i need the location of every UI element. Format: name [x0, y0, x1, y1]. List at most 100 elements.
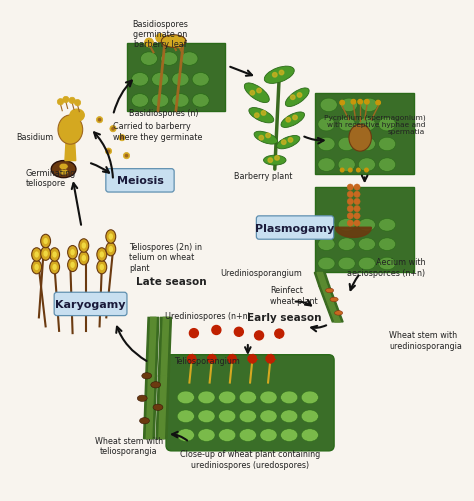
Circle shape — [234, 328, 243, 337]
Circle shape — [347, 213, 354, 219]
Ellipse shape — [198, 391, 215, 404]
Ellipse shape — [338, 258, 355, 270]
Circle shape — [266, 355, 275, 364]
Text: Barberry plant: Barberry plant — [234, 172, 293, 181]
Circle shape — [126, 155, 128, 157]
Circle shape — [112, 128, 114, 131]
Circle shape — [190, 329, 199, 338]
Circle shape — [358, 100, 363, 105]
Ellipse shape — [177, 410, 194, 423]
FancyBboxPatch shape — [256, 216, 334, 240]
Ellipse shape — [131, 95, 148, 108]
Circle shape — [63, 97, 69, 103]
Ellipse shape — [137, 395, 147, 402]
Text: Meiosis: Meiosis — [117, 176, 164, 186]
Text: Teliospores (2n) in
telium on wheat
plant: Teliospores (2n) in telium on wheat plan… — [129, 242, 202, 272]
Ellipse shape — [152, 95, 169, 108]
Polygon shape — [336, 228, 372, 238]
Ellipse shape — [142, 373, 152, 379]
Ellipse shape — [249, 108, 274, 124]
Ellipse shape — [109, 246, 113, 253]
Circle shape — [347, 192, 354, 198]
Ellipse shape — [301, 410, 319, 423]
Circle shape — [275, 330, 284, 338]
Polygon shape — [317, 273, 327, 287]
Polygon shape — [158, 318, 172, 376]
Circle shape — [279, 71, 284, 76]
Ellipse shape — [106, 243, 116, 257]
Ellipse shape — [35, 265, 39, 271]
Ellipse shape — [349, 125, 372, 152]
Circle shape — [57, 99, 64, 106]
Circle shape — [291, 96, 295, 100]
Circle shape — [354, 199, 360, 205]
Circle shape — [257, 89, 261, 94]
Ellipse shape — [340, 99, 357, 112]
Ellipse shape — [281, 410, 298, 423]
Ellipse shape — [97, 248, 107, 262]
Ellipse shape — [161, 36, 186, 48]
Text: Reinfect
wheat plant: Reinfect wheat plant — [270, 286, 318, 305]
Polygon shape — [319, 287, 337, 304]
Circle shape — [187, 355, 196, 364]
Ellipse shape — [50, 261, 60, 274]
Polygon shape — [156, 376, 169, 439]
Ellipse shape — [260, 410, 277, 423]
Ellipse shape — [82, 256, 86, 262]
Circle shape — [273, 73, 277, 78]
Ellipse shape — [379, 138, 396, 151]
Ellipse shape — [318, 159, 335, 172]
FancyBboxPatch shape — [127, 44, 225, 112]
Circle shape — [69, 98, 75, 104]
Ellipse shape — [51, 161, 76, 178]
Text: Wheat stem with
teliosporangia: Wheat stem with teliosporangia — [95, 436, 163, 455]
Ellipse shape — [35, 252, 39, 258]
Ellipse shape — [198, 429, 215, 441]
Ellipse shape — [106, 230, 116, 244]
Ellipse shape — [358, 219, 375, 231]
Ellipse shape — [239, 429, 256, 441]
Ellipse shape — [50, 248, 60, 262]
Circle shape — [123, 153, 130, 159]
Ellipse shape — [244, 84, 269, 103]
Ellipse shape — [139, 418, 149, 424]
Polygon shape — [144, 376, 156, 439]
Circle shape — [351, 100, 356, 105]
Ellipse shape — [59, 169, 68, 176]
Ellipse shape — [260, 391, 277, 404]
Circle shape — [347, 220, 354, 227]
Ellipse shape — [277, 136, 300, 149]
Ellipse shape — [379, 219, 396, 231]
Text: Close-up of wheat plant containing
urediniospores (uredospores): Close-up of wheat plant containing uredi… — [180, 449, 320, 469]
Circle shape — [110, 126, 116, 133]
Circle shape — [286, 118, 291, 123]
Ellipse shape — [358, 118, 375, 132]
Circle shape — [266, 134, 270, 138]
Circle shape — [145, 39, 154, 48]
Circle shape — [119, 135, 125, 141]
Ellipse shape — [172, 95, 189, 108]
Circle shape — [259, 136, 264, 141]
Ellipse shape — [281, 113, 304, 128]
Ellipse shape — [320, 99, 337, 112]
Ellipse shape — [358, 138, 375, 151]
Text: Basidiospores (n): Basidiospores (n) — [129, 109, 198, 118]
Circle shape — [356, 169, 360, 172]
Circle shape — [347, 206, 354, 212]
Ellipse shape — [109, 234, 113, 240]
FancyBboxPatch shape — [106, 169, 174, 193]
Text: Late season: Late season — [136, 277, 207, 287]
Ellipse shape — [260, 429, 277, 441]
Circle shape — [340, 169, 344, 172]
Circle shape — [261, 112, 266, 116]
Polygon shape — [65, 129, 76, 161]
Ellipse shape — [219, 391, 236, 404]
Circle shape — [208, 355, 216, 364]
Ellipse shape — [285, 89, 309, 107]
Ellipse shape — [70, 262, 75, 269]
Ellipse shape — [326, 289, 334, 293]
Ellipse shape — [379, 159, 396, 172]
Circle shape — [354, 213, 360, 219]
Ellipse shape — [379, 118, 396, 132]
Circle shape — [340, 101, 345, 106]
